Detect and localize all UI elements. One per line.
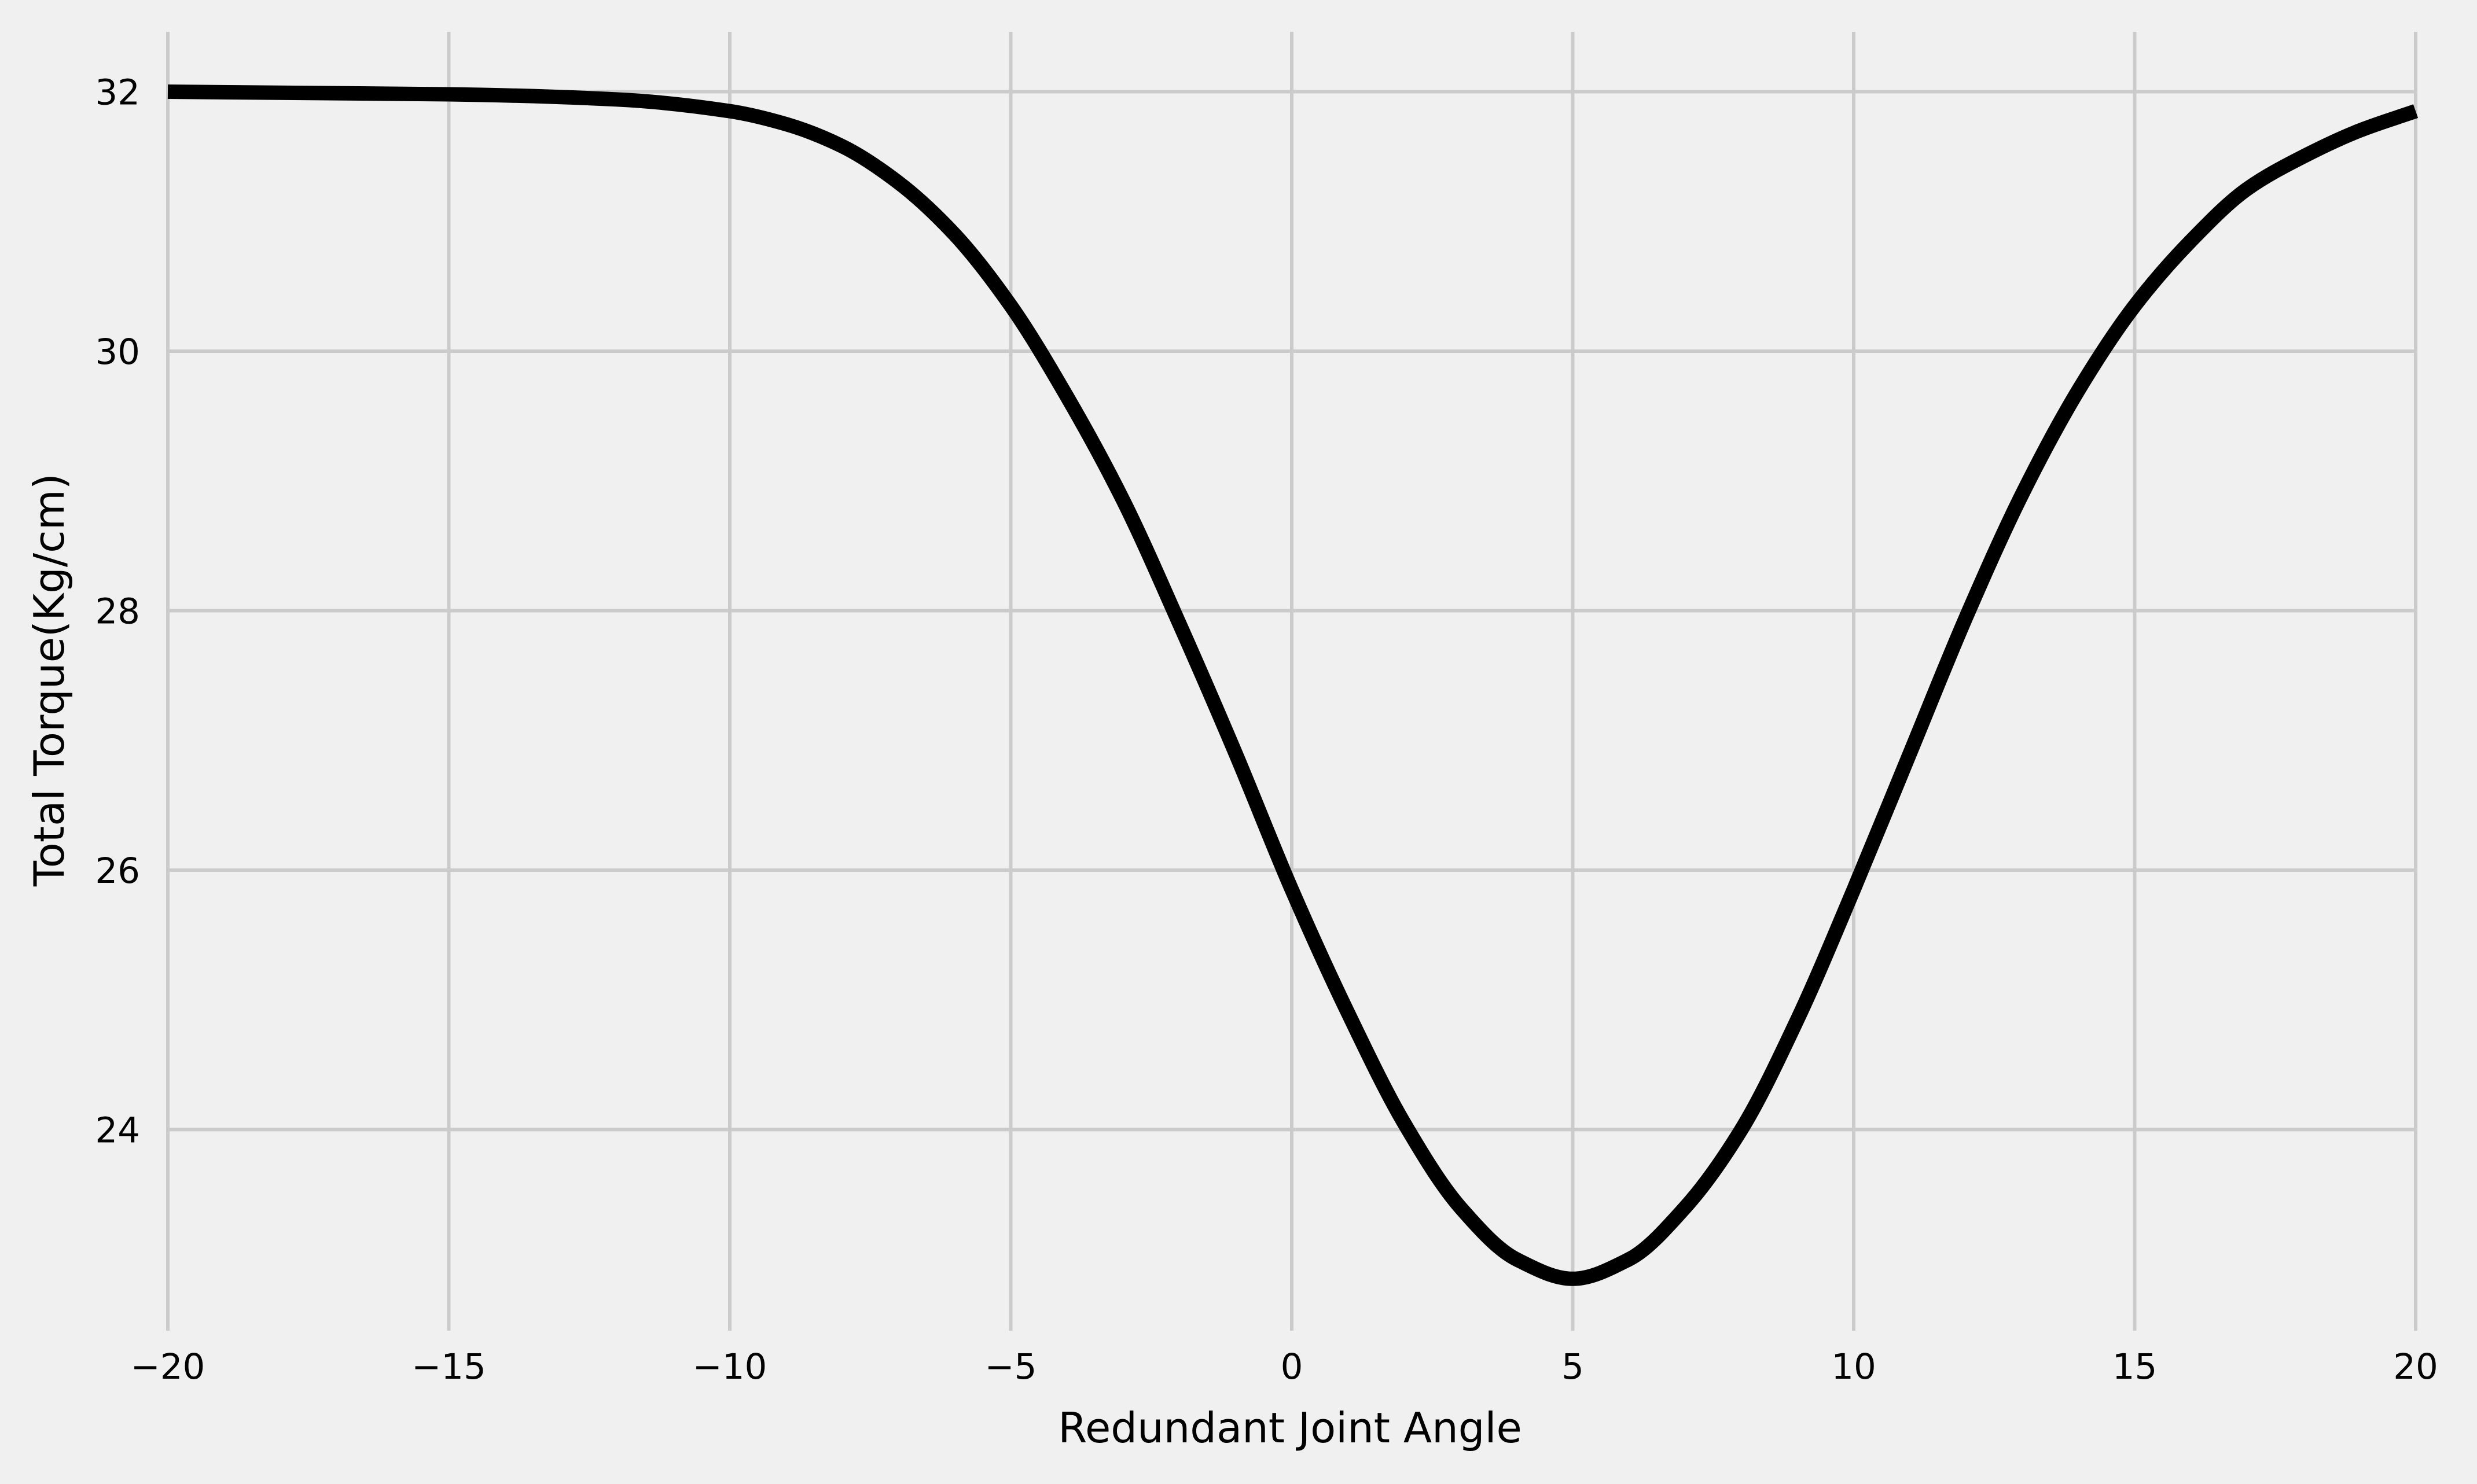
x-tick-label: 5 bbox=[1561, 1346, 1584, 1387]
y-tick-label: 24 bbox=[95, 1110, 140, 1151]
series-layer bbox=[167, 84, 2419, 1286]
x-tick-label: 10 bbox=[1831, 1346, 1876, 1387]
x-axis-label: Redundant Joint Angle bbox=[1058, 1404, 1522, 1452]
y-axis-ticks: 24 26 28 30 32 bbox=[95, 72, 140, 1151]
y-tick-label: 26 bbox=[95, 850, 140, 892]
y-axis-label: Total Torque(Kg/cm) bbox=[25, 473, 73, 887]
x-tick-label: −5 bbox=[985, 1346, 1037, 1387]
x-tick-label: −10 bbox=[693, 1346, 767, 1387]
x-axis-ticks: −20 −15 −10 −5 0 5 10 15 20 bbox=[131, 1346, 2438, 1387]
x-tick-label: 20 bbox=[2393, 1346, 2438, 1387]
x-tick-label: −20 bbox=[131, 1346, 205, 1387]
x-tick-label: 15 bbox=[2112, 1346, 2158, 1387]
series-line bbox=[167, 84, 2419, 1286]
grid bbox=[166, 32, 2417, 1331]
x-tick-label: 0 bbox=[1281, 1346, 1303, 1387]
y-tick-label: 28 bbox=[95, 591, 140, 632]
y-tick-label: 30 bbox=[95, 332, 140, 373]
y-tick-label: 32 bbox=[95, 72, 140, 113]
x-tick-label: −15 bbox=[411, 1346, 486, 1387]
